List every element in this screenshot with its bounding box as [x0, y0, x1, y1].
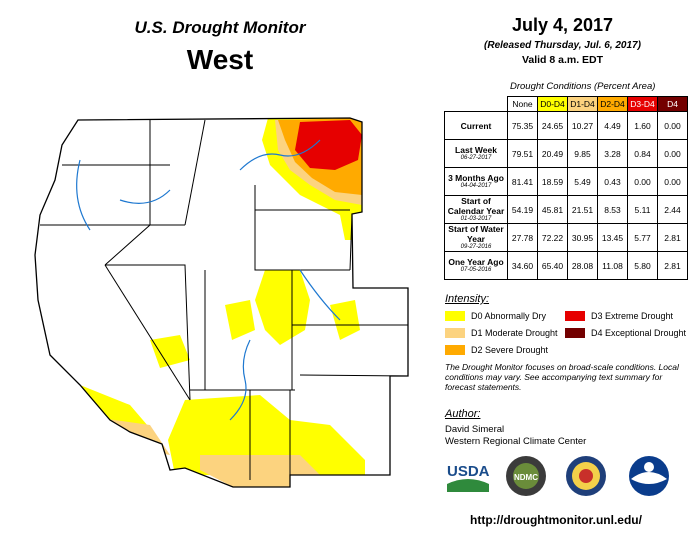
- valid-time: Valid 8 a.m. EDT: [521, 54, 604, 66]
- row-label: 3 Months Ago 04-04-2017: [444, 167, 508, 196]
- table-cell: 0.00: [657, 111, 688, 140]
- row-label: One Year Ago 07-05-2016: [444, 251, 508, 280]
- legend-heading: Intensity:: [445, 293, 490, 305]
- map-title: U.S. Drought Monitor: [134, 18, 306, 37]
- table-cell: 18.59: [537, 167, 568, 196]
- legend-swatch: [445, 345, 465, 355]
- table-cell: 3.28: [597, 139, 628, 168]
- table-cell: 10.27: [567, 111, 598, 140]
- header-d4: D4: [657, 96, 688, 112]
- disclaimer-note: The Drought Monitor focuses on broad-sca…: [445, 362, 679, 392]
- table-cell: 0.00: [657, 167, 688, 196]
- legend-item-d0: D0 Abnormally Dry: [445, 311, 546, 321]
- header-d1-d4: D1-D4: [567, 96, 598, 112]
- date-block: July 4, 2017 (Released Thursday, Jul. 6,…: [450, 15, 675, 66]
- table-cell: 5.49: [567, 167, 598, 196]
- table-cell: 0.00: [627, 167, 658, 196]
- row-label: Start of Water Year 09-27-2016: [444, 223, 508, 252]
- usda-logo-text: USDA: [447, 463, 490, 480]
- table-cell: 21.51: [567, 195, 598, 224]
- map-date: July 4, 2017: [511, 15, 614, 35]
- table-cell: 0.00: [657, 139, 688, 168]
- region-title: West: [186, 44, 254, 75]
- row-label: Last Week 06-27-2017: [444, 139, 508, 168]
- author-info: David Simeral Western Regional Climate C…: [445, 424, 586, 448]
- table-cell: 2.81: [657, 223, 688, 252]
- table-cell: 30.95: [567, 223, 598, 252]
- table-cell: 0.43: [597, 167, 628, 196]
- usda-logo: USDA: [445, 460, 491, 501]
- table-cell: 72.22: [537, 223, 568, 252]
- table-row: Start of Water Year 09-27-2016 27.78 72.2…: [444, 223, 688, 252]
- table-cell: 45.81: [537, 195, 568, 224]
- table-row: Start of Calendar Year 01-03-2017 54.19 4…: [444, 195, 688, 224]
- d3-area-montana: [295, 120, 362, 170]
- legend-swatch: [565, 328, 585, 338]
- table-corner: [445, 97, 508, 112]
- table-cell: 8.53: [597, 195, 628, 224]
- d0-area-utah: [225, 300, 255, 340]
- row-label: Start of Calendar Year 01-03-2017: [444, 195, 508, 224]
- table-cell: 5.11: [627, 195, 658, 224]
- table-cell: 34.60: [507, 251, 538, 280]
- table-cell: 13.45: [597, 223, 628, 252]
- d0-area-wyoming: [255, 270, 310, 345]
- website-link[interactable]: http://droughtmonitor.unl.edu/: [470, 513, 642, 527]
- drought-conditions-table: None D0-D4 D1-D4 D2-D4 D3-D4 D4 Current …: [444, 96, 688, 280]
- header-d3-d4: D3-D4: [627, 96, 658, 112]
- table-cell: 75.35: [507, 111, 538, 140]
- table-cell: 5.77: [627, 223, 658, 252]
- table-row: 3 Months Ago 04-04-2017 81.41 18.59 5.49 …: [444, 167, 688, 196]
- header-none: None: [507, 96, 538, 112]
- table-row: One Year Ago 07-05-2016 34.60 65.40 28.08…: [444, 251, 688, 280]
- legend-item-d1: D1 Moderate Drought: [445, 328, 558, 338]
- table-cell: 11.08: [597, 251, 628, 280]
- release-date: (Released Thursday, Jul. 6, 2017): [484, 40, 641, 51]
- legend-swatch: [445, 328, 465, 338]
- legend-swatch: [565, 311, 585, 321]
- ndmc-logo-text: NDMC: [514, 473, 538, 482]
- table-cell: 54.19: [507, 195, 538, 224]
- doc-seal-logo: [565, 455, 607, 502]
- ndmc-logo: NDMC: [505, 455, 547, 502]
- author-heading: Author:: [445, 408, 481, 420]
- table-caption: Drought Conditions (Percent Area): [510, 81, 656, 92]
- table-cell: 0.84: [627, 139, 658, 168]
- table-cell: 2.81: [657, 251, 688, 280]
- table-cell: 9.85: [567, 139, 598, 168]
- d0-area-nevada: [150, 335, 190, 368]
- table-cell: 20.49: [537, 139, 568, 168]
- header-d0-d4: D0-D4: [537, 96, 568, 112]
- table-cell: 27.78: [507, 223, 538, 252]
- table-row: Last Week 06-27-2017 79.51 20.49 9.85 3.2…: [444, 139, 688, 168]
- row-label: Current: [444, 111, 508, 140]
- legend-swatch: [445, 311, 465, 321]
- legend-item-d3: D3 Extreme Drought: [565, 311, 673, 321]
- title-block: U.S. Drought Monitor West: [100, 18, 340, 76]
- table-cell: 2.44: [657, 195, 688, 224]
- d0-area-nebraska: [330, 300, 360, 340]
- table-cell: 24.65: [537, 111, 568, 140]
- table-cell: 4.49: [597, 111, 628, 140]
- table-row: Current 75.35 24.65 10.27 4.49 1.60 0.00: [444, 111, 688, 140]
- header-d2-d4: D2-D4: [597, 96, 628, 112]
- table-cell: 65.40: [537, 251, 568, 280]
- table-cell: 1.60: [627, 111, 658, 140]
- table-cell: 81.41: [507, 167, 538, 196]
- author-org: Western Regional Climate Center: [445, 436, 587, 447]
- table-cell: 79.51: [507, 139, 538, 168]
- drought-map: [34, 117, 409, 488]
- d1-area-arizona: [200, 455, 320, 487]
- legend-item-d2: D2 Severe Drought: [445, 345, 548, 355]
- legend-item-d4: D4 Exceptional Drought: [565, 328, 686, 338]
- noaa-logo: [628, 455, 670, 502]
- table-cell: 28.08: [567, 251, 598, 280]
- author-name: David Simeral: [445, 424, 505, 435]
- table-cell: 5.80: [627, 251, 658, 280]
